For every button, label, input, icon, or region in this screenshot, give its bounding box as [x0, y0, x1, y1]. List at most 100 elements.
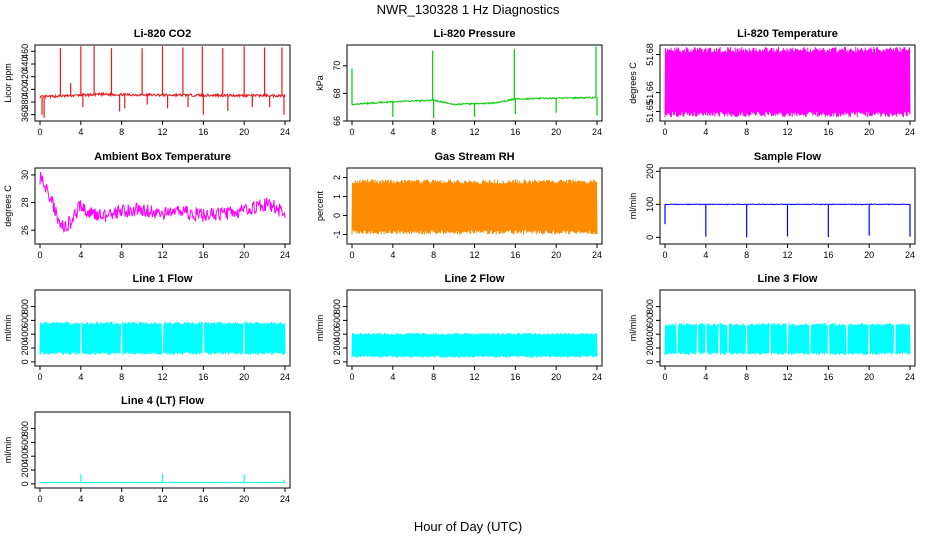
- x-tick-label: 4: [390, 250, 395, 260]
- x-tick-label: 16: [510, 127, 520, 137]
- x-tick-label: 4: [703, 372, 708, 382]
- x-tick-label: 8: [431, 250, 436, 260]
- x-tick-label: 24: [280, 372, 290, 382]
- x-tick-label: 8: [431, 372, 436, 382]
- x-tick-label: 20: [551, 250, 561, 260]
- x-tick-label: 12: [469, 250, 479, 260]
- x-tick-label: 16: [198, 372, 208, 382]
- panel-6: Sample Flow 0 4 8 12 16 20 24 0 100 200 ml/min: [628, 151, 916, 260]
- x-tick-label: 0: [349, 372, 354, 382]
- y-tick-label: 0: [645, 359, 655, 364]
- panel-title: Li-820 Temperature: [737, 28, 838, 40]
- panel-title: Li-820 Pressure: [434, 28, 516, 40]
- x-tick-label: 4: [78, 372, 83, 382]
- y-tick-label: 800: [20, 421, 30, 436]
- y-tick-label: 28: [20, 198, 30, 208]
- y-tick-label: 0: [645, 235, 655, 240]
- y-tick-label: 420: [20, 69, 30, 84]
- y-tick-label: 68: [332, 88, 342, 98]
- y-tick-label: 200: [645, 164, 655, 179]
- y-tick-label: 0: [332, 213, 342, 218]
- x-tick-label: 12: [782, 127, 792, 137]
- x-tick-label: 16: [198, 494, 208, 504]
- y-axis-label: ml/min: [3, 437, 13, 464]
- y-tick-label: 400: [20, 449, 30, 464]
- x-tick-label: 8: [119, 494, 124, 504]
- y-tick-label: 0: [20, 359, 30, 364]
- y-tick-label: 30: [20, 170, 30, 180]
- x-tick-label: 12: [782, 372, 792, 382]
- x-tick-label: 16: [198, 250, 208, 260]
- x-tick-label: 4: [703, 250, 708, 260]
- plot-frame: [34, 167, 291, 245]
- y-axis-label: percent: [315, 190, 325, 221]
- x-tick-label: 16: [510, 250, 520, 260]
- panel-2: Li-820 Pressure 0 4 8 12 16 20 24 66 68 70 kPa: [315, 28, 603, 137]
- x-tick-label: 4: [390, 372, 395, 382]
- y-tick-label: 70: [332, 61, 342, 71]
- x-tick-label: 16: [823, 127, 833, 137]
- x-tick-label: 12: [157, 494, 167, 504]
- y-tick-label: 600: [20, 313, 30, 328]
- y-tick-label: 400: [332, 327, 342, 342]
- y-tick-label: 800: [645, 299, 655, 314]
- x-tick-label: 24: [280, 494, 290, 504]
- x-tick-label: 24: [905, 372, 915, 382]
- series-line: [664, 46, 911, 118]
- x-tick-label: 0: [662, 250, 667, 260]
- x-tick-label: 0: [662, 127, 667, 137]
- x-tick-label: 12: [782, 250, 792, 260]
- x-tick-label: 24: [280, 127, 290, 137]
- series-line: [39, 171, 286, 233]
- x-tick-label: 8: [119, 372, 124, 382]
- y-axis-label: ml/min: [628, 315, 638, 342]
- y-tick-label: 200: [645, 341, 655, 356]
- x-tick-label: 0: [662, 372, 667, 382]
- x-tick-label: 20: [239, 494, 249, 504]
- x-tick-label: 24: [592, 127, 602, 137]
- x-tick-label: 20: [239, 250, 249, 260]
- x-tick-label: 8: [431, 127, 436, 137]
- x-tick-label: 24: [905, 127, 915, 137]
- y-tick-label: 400: [645, 327, 655, 342]
- y-tick-label: 600: [645, 313, 655, 328]
- panel-title: Ambient Box Temperature: [94, 151, 231, 163]
- y-tick-label: 200: [20, 341, 30, 356]
- x-tick-label: 16: [823, 372, 833, 382]
- y-tick-label: 51.68: [645, 43, 655, 66]
- y-tick-label: 51.66: [645, 81, 655, 104]
- x-tick-label: 4: [78, 127, 83, 137]
- x-tick-label: 24: [592, 372, 602, 382]
- y-axis-label: degrees C: [628, 62, 638, 104]
- x-tick-label: 20: [551, 127, 561, 137]
- y-axis-label: kPa: [315, 75, 325, 91]
- y-tick-label: 0: [20, 481, 30, 486]
- y-tick-label: 26: [20, 225, 30, 235]
- x-tick-label: 4: [390, 127, 395, 137]
- x-tick-label: 12: [157, 372, 167, 382]
- x-tick-label: 12: [469, 372, 479, 382]
- x-tick-label: 8: [119, 250, 124, 260]
- x-tick-label: 24: [280, 250, 290, 260]
- panel-title: Sample Flow: [754, 151, 822, 163]
- series-line: [664, 323, 911, 355]
- y-tick-label: 800: [332, 299, 342, 314]
- y-tick-label: 100: [645, 197, 655, 212]
- y-tick-label: 800: [20, 299, 30, 314]
- y-tick-label: 66: [332, 116, 342, 126]
- panel-title: Line 2 Flow: [445, 273, 505, 285]
- panel-title: Line 4 (LT) Flow: [121, 395, 204, 407]
- y-tick-label: 460: [20, 44, 30, 59]
- x-tick-label: 12: [469, 127, 479, 137]
- x-tick-label: 20: [239, 372, 249, 382]
- y-tick-label: -1: [332, 230, 342, 238]
- y-axis-label: degrees C: [3, 185, 13, 227]
- y-tick-label: 200: [332, 341, 342, 356]
